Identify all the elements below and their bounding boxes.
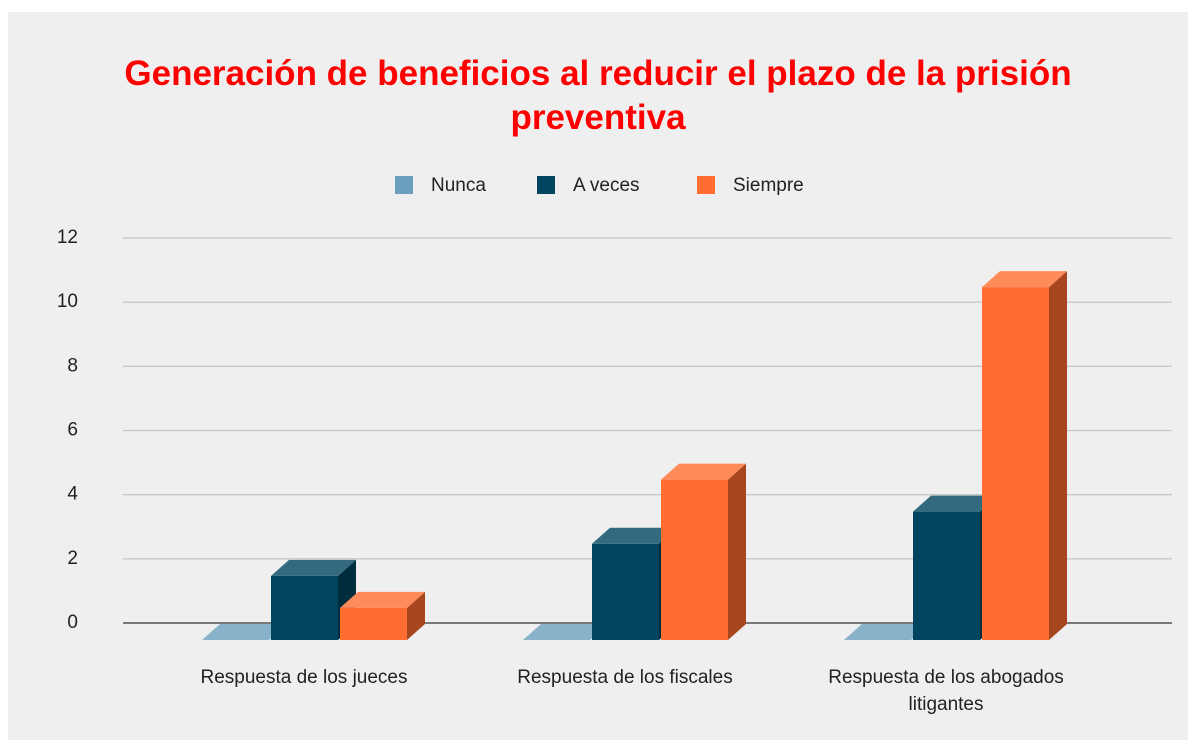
bar-front	[271, 575, 338, 640]
bar-top	[844, 624, 929, 640]
y-tick-label: 0	[67, 612, 78, 633]
y-tick-label: 2	[67, 548, 78, 569]
legend-swatch	[697, 176, 715, 194]
bar-front	[340, 607, 407, 640]
legend-swatch	[395, 176, 413, 194]
bar	[844, 624, 929, 640]
y-tick-label: 12	[57, 227, 78, 248]
legend-label: Siempre	[733, 175, 804, 196]
bar-side	[728, 463, 746, 640]
bar-front	[913, 511, 980, 640]
bar-top	[913, 495, 998, 512]
bar	[340, 591, 425, 640]
bar-top	[982, 271, 1067, 288]
x-tick-label: Respuesta de los fiscales	[517, 667, 733, 688]
bar-top	[592, 527, 677, 544]
bar-front	[982, 287, 1049, 640]
y-tick-label: 4	[67, 484, 78, 505]
bar	[202, 624, 287, 640]
bar-front	[661, 479, 728, 640]
y-tick-label: 6	[67, 420, 78, 441]
x-tick-label: Respuesta de los jueces	[200, 667, 408, 688]
bar	[661, 463, 746, 640]
chart-title: Generación de beneficios al reducir el p…	[124, 54, 1072, 137]
y-tick-label: 10	[57, 291, 78, 312]
legend-label: A veces	[573, 175, 640, 196]
bar-side	[407, 591, 425, 640]
bar	[523, 624, 608, 640]
bar	[271, 559, 356, 640]
bar-top	[340, 591, 425, 608]
legend-label: Nunca	[431, 175, 486, 196]
bar-top	[661, 463, 746, 480]
bar-top	[523, 624, 608, 640]
legend-swatch	[537, 176, 555, 194]
bar-side	[1049, 271, 1067, 640]
bar-front	[592, 543, 659, 640]
y-tick-label: 8	[67, 355, 78, 376]
x-tick-label: Respuesta de los abogados litigantes	[828, 667, 1064, 715]
bar-top	[271, 559, 356, 576]
bar	[982, 271, 1067, 640]
bar-top	[202, 624, 287, 640]
